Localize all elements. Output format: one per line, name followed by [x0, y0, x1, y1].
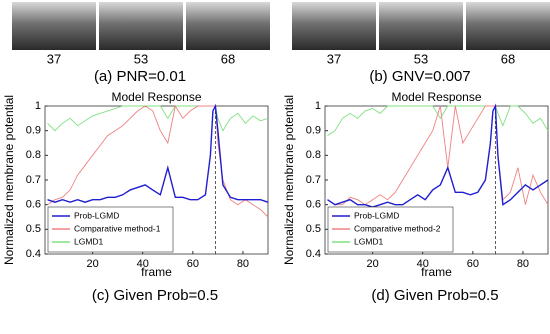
legend-label: LGMD1 [354, 236, 384, 246]
thumbnail [99, 2, 183, 50]
frame-number: 37 [47, 51, 61, 66]
y-tick-label: 1 [315, 100, 321, 112]
y-tick-label: 0.8 [306, 149, 321, 161]
frame-number: 68 [501, 51, 515, 66]
y-tick-label: 0.8 [26, 149, 41, 161]
x-tick-label: 60 [187, 258, 199, 270]
x-axis-label: frame [141, 265, 172, 279]
panel-caption: (d) Given Prob=0.5 [371, 287, 498, 304]
y-axis-label: Normalized membrane potential [282, 95, 296, 265]
x-tick-label: 80 [237, 258, 249, 270]
y-tick-label: 0.4 [306, 248, 321, 260]
thumbnail [292, 2, 376, 50]
series-line [327, 105, 549, 136]
y-tick-label: 0.7 [26, 174, 41, 186]
frame-number: 53 [414, 51, 428, 66]
legend-label: Comparative method-2 [354, 223, 441, 233]
y-tick-label: 0.6 [26, 199, 41, 211]
legend-label: LGMD1 [74, 236, 104, 246]
x-tick-label: 40 [417, 258, 429, 270]
y-tick-label: 0.9 [26, 125, 41, 137]
y-axis-label: Normalized membrane potential [2, 95, 16, 265]
frame-number: 53 [134, 51, 148, 66]
frame-number: 68 [221, 51, 235, 66]
y-tick-label: 0.4 [26, 248, 41, 260]
thumbnail [466, 2, 550, 50]
panel-caption: (b) GNV=0.007 [369, 68, 470, 85]
legend-label: Prob-LGMD [74, 210, 119, 220]
y-tick-label: 1 [35, 100, 41, 112]
thumbnail [12, 2, 96, 50]
panel-caption: (c) Given Prob=0.5 [92, 287, 218, 304]
y-tick-label: 0.7 [306, 174, 321, 186]
y-tick-label: 0.6 [306, 199, 321, 211]
frame-number: 37 [327, 51, 341, 66]
legend-label: Comparative method-1 [74, 223, 161, 233]
thumbnail [186, 2, 270, 50]
series-line [327, 103, 549, 208]
chart-title: Model Response [111, 90, 201, 104]
x-axis-label: frame [421, 265, 452, 279]
series-line [47, 103, 269, 203]
x-tick-label: 20 [86, 258, 98, 270]
thumbnail [379, 2, 463, 50]
y-tick-label: 0.9 [306, 125, 321, 137]
x-tick-label: 80 [517, 258, 529, 270]
y-tick-label: 0.5 [306, 223, 321, 235]
x-tick-label: 60 [467, 258, 479, 270]
series-line [47, 105, 269, 132]
x-tick-label: 40 [137, 258, 149, 270]
chart-title: Model Response [391, 90, 481, 104]
panel-caption: (a) PNR=0.01 [94, 68, 186, 85]
y-tick-label: 0.5 [26, 223, 41, 235]
x-tick-label: 20 [366, 258, 378, 270]
legend-label: Prob-LGMD [354, 210, 399, 220]
